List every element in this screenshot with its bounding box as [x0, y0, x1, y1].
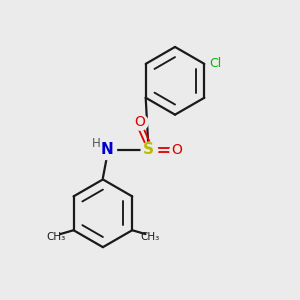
Text: CH₃: CH₃ [46, 232, 65, 242]
Text: CH₃: CH₃ [140, 232, 160, 242]
Text: Cl: Cl [209, 57, 221, 70]
Text: S: S [143, 142, 154, 158]
Text: O: O [171, 143, 182, 157]
Text: O: O [134, 115, 145, 129]
Text: N: N [101, 142, 114, 158]
Text: H: H [92, 137, 100, 150]
